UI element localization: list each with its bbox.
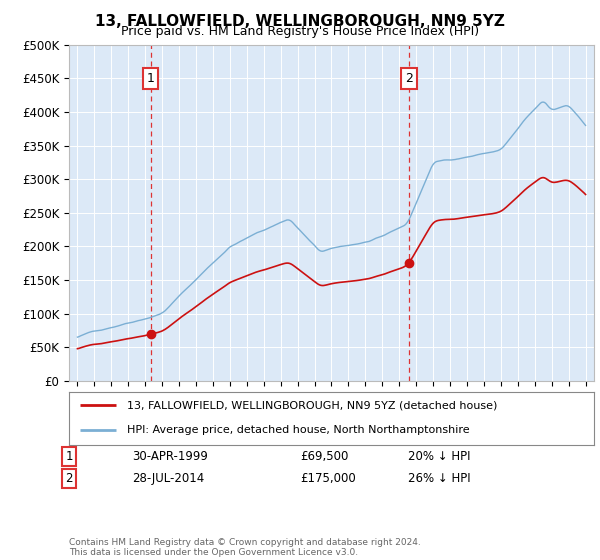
Text: 2: 2	[65, 472, 73, 486]
Text: 26% ↓ HPI: 26% ↓ HPI	[408, 472, 470, 486]
Text: 28-JUL-2014: 28-JUL-2014	[132, 472, 204, 486]
Text: 2: 2	[405, 72, 413, 85]
Text: £69,500: £69,500	[300, 450, 349, 463]
Text: 30-APR-1999: 30-APR-1999	[132, 450, 208, 463]
Text: 1: 1	[147, 72, 155, 85]
Text: 20% ↓ HPI: 20% ↓ HPI	[408, 450, 470, 463]
Text: 13, FALLOWFIELD, WELLINGBOROUGH, NN9 5YZ: 13, FALLOWFIELD, WELLINGBOROUGH, NN9 5YZ	[95, 14, 505, 29]
Text: Contains HM Land Registry data © Crown copyright and database right 2024.
This d: Contains HM Land Registry data © Crown c…	[69, 538, 421, 557]
Text: £175,000: £175,000	[300, 472, 356, 486]
Text: Price paid vs. HM Land Registry's House Price Index (HPI): Price paid vs. HM Land Registry's House …	[121, 25, 479, 38]
Text: 13, FALLOWFIELD, WELLINGBOROUGH, NN9 5YZ (detached house): 13, FALLOWFIELD, WELLINGBOROUGH, NN9 5YZ…	[127, 400, 497, 410]
Text: 1: 1	[65, 450, 73, 463]
Text: HPI: Average price, detached house, North Northamptonshire: HPI: Average price, detached house, Nort…	[127, 425, 469, 435]
